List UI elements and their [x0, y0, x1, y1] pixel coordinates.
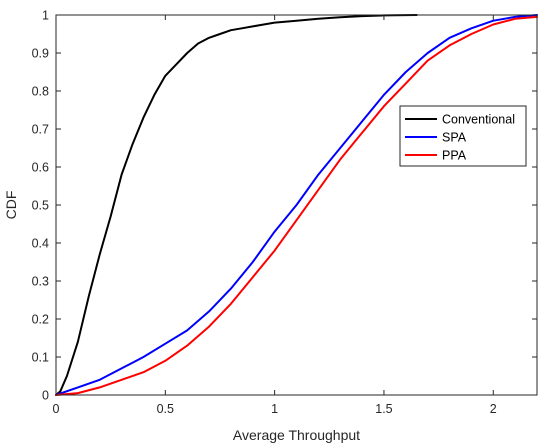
tick-layer: 0 0.5 1 1.5 2 0 0.1 0.2 0.3 0.4 0.5 0.6 0.7 0.8 0.9 1: [32, 9, 537, 416]
y-tick-label: 0.7: [32, 123, 49, 137]
y-tick-label: 0.3: [32, 275, 49, 289]
x-tick-label: 0.5: [157, 402, 174, 416]
series-line-conventional: [55, 14, 418, 396]
series-layer: [55, 14, 538, 396]
y-tick-label: 0: [42, 389, 49, 403]
x-tick-label: 2: [490, 402, 497, 416]
y-tick-label: 0.6: [32, 161, 49, 175]
legend-label: Conventional: [442, 113, 515, 127]
y-tick-label: 1: [42, 9, 49, 23]
y-tick-label: 0.5: [32, 199, 49, 213]
y-axis-label: CDF: [3, 191, 19, 220]
y-tick-label: 0.8: [32, 85, 49, 99]
series-line-spa: [55, 14, 538, 396]
series-line-ppa: [55, 15, 538, 396]
legend-label: PPA: [442, 149, 467, 163]
legend: Conventional SPA PPA: [399, 105, 527, 167]
y-tick-label: 0.2: [32, 313, 49, 327]
legend-label: SPA: [442, 131, 467, 145]
x-tick-label: 1.5: [375, 402, 392, 416]
y-tick-label: 0.4: [32, 237, 49, 251]
x-axis-label: Average Throughput: [233, 427, 360, 443]
y-tick-label: 0.1: [32, 351, 49, 365]
y-tick-label: 0.9: [32, 47, 49, 61]
x-tick-label: 1: [271, 402, 278, 416]
x-tick-label: 0: [53, 402, 60, 416]
